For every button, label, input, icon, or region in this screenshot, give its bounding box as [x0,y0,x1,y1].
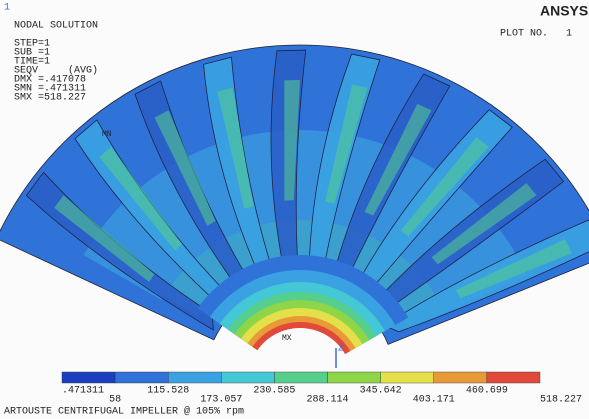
legend-label: 230.585 [253,386,295,397]
legend-label: 518.227 [540,395,582,406]
info-line: SMX =518.227 [14,93,86,104]
legend-swatch [62,372,115,383]
legend-label: 115.528 [147,386,189,397]
legend-label: 173.057 [200,395,242,406]
legend-label: 460.699 [466,386,508,397]
legend-swatch [115,372,168,383]
legend-swatch [381,372,434,383]
plot-number: PLOT NO. 1 [500,29,572,40]
legend-swatch [328,372,381,383]
caption: ARTOUSTE CENTRIFUGAL IMPELLER @ 105% rpm [4,406,244,418]
legend-swatch [168,372,221,383]
title: NODAL SOLUTION [14,21,98,32]
legend-swatch [434,372,487,383]
legend-label: 58 [109,395,121,406]
legend-swatch [487,372,540,383]
legend-swatch [221,372,274,383]
legend-swatch [274,372,327,383]
axis-label: Z [338,343,344,353]
legend-label: .471311 [62,386,104,397]
logo: ANSYS [540,3,588,19]
window-id: 1 [4,3,10,14]
legend-label: 288.114 [307,395,349,406]
screen: 1 NODAL SOLUTION STEP=1 SUB =1 TIME=1 SE… [0,0,589,419]
legend-label: 403.171 [413,395,455,406]
legend-label: 345.642 [360,386,402,397]
max-marker: MX [282,334,292,343]
min-marker: MN [102,130,112,139]
